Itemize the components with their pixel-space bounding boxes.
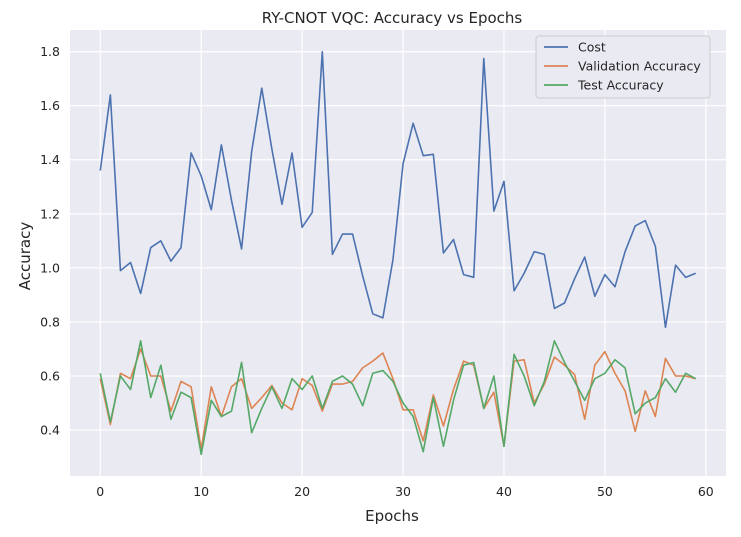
series-layer xyxy=(99,50,697,456)
legend: Cost Validation Accuracy Test Accuracy xyxy=(535,35,711,99)
y-tick-label: 1.8 xyxy=(40,44,60,59)
y-tick-label: 1.0 xyxy=(40,260,60,275)
x-tick-label: 0 xyxy=(96,484,104,499)
y-tick-label: 1.6 xyxy=(40,98,60,113)
x-tick-label: 10 xyxy=(193,484,209,499)
test-accuracy-line xyxy=(99,340,697,456)
legend-box xyxy=(535,35,711,99)
x-axis-ticks: 0 10 20 30 40 50 60 xyxy=(96,484,714,499)
chart-title: RY-CNOT VQC: Accuracy vs Epochs xyxy=(262,9,523,27)
x-tick-label: 50 xyxy=(597,484,613,499)
x-tick-label: 40 xyxy=(496,484,512,499)
validation-accuracy-line xyxy=(99,348,696,450)
y-axis-ticks: 0.4 0.6 0.8 1.0 1.2 1.4 1.6 1.8 xyxy=(40,44,60,437)
cost-line xyxy=(99,50,697,329)
legend-label-test-accuracy: Test Accuracy xyxy=(577,78,664,93)
y-tick-label: 0.4 xyxy=(40,423,60,438)
y-tick-label: 1.4 xyxy=(40,152,60,167)
y-tick-label: 0.6 xyxy=(40,368,60,383)
x-tick-label: 30 xyxy=(395,484,411,499)
y-tick-label: 0.8 xyxy=(40,314,60,329)
x-tick-label: 20 xyxy=(294,484,310,499)
legend-label-cost: Cost xyxy=(578,40,606,55)
x-tick-label: 60 xyxy=(698,484,714,499)
y-tick-label: 1.2 xyxy=(40,206,60,221)
legend-label-validation-accuracy: Validation Accuracy xyxy=(578,59,701,74)
grid xyxy=(70,30,726,476)
y-axis-label: Accuracy xyxy=(16,222,34,291)
x-axis-label: Epochs xyxy=(365,507,419,525)
plot-background xyxy=(70,30,726,476)
